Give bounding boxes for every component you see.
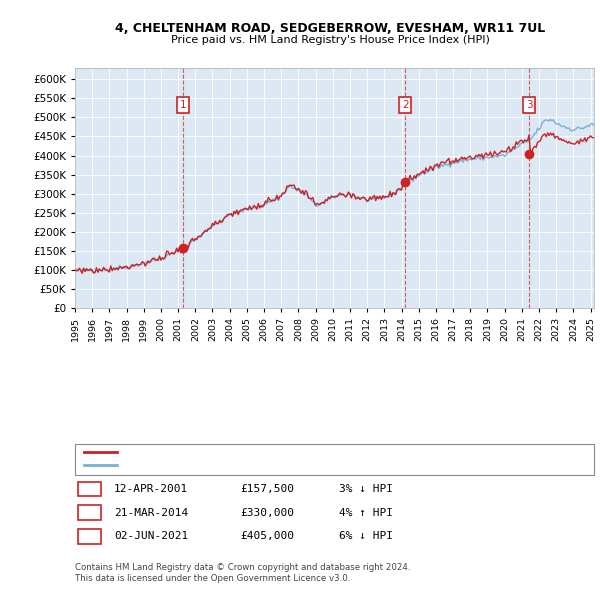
Text: 4, CHELTENHAM ROAD, SEDGEBERROW, EVESHAM, WR11 7UL: 4, CHELTENHAM ROAD, SEDGEBERROW, EVESHAM… (115, 22, 545, 35)
Text: £330,000: £330,000 (240, 508, 294, 517)
Text: Price paid vs. HM Land Registry's House Price Index (HPI): Price paid vs. HM Land Registry's House … (170, 35, 490, 45)
Text: Contains HM Land Registry data © Crown copyright and database right 2024.: Contains HM Land Registry data © Crown c… (75, 563, 410, 572)
Text: HPI: Average price, detached house, Wychavon: HPI: Average price, detached house, Wych… (122, 460, 353, 470)
Text: 2: 2 (86, 508, 93, 517)
Text: £157,500: £157,500 (240, 484, 294, 494)
Text: 1: 1 (179, 100, 186, 110)
Text: 02-JUN-2021: 02-JUN-2021 (114, 532, 188, 541)
Text: 3% ↓ HPI: 3% ↓ HPI (339, 484, 393, 494)
Text: 6% ↓ HPI: 6% ↓ HPI (339, 532, 393, 541)
Text: 3: 3 (86, 532, 93, 541)
Text: 3: 3 (526, 100, 532, 110)
Text: £405,000: £405,000 (240, 532, 294, 541)
Text: 4% ↑ HPI: 4% ↑ HPI (339, 508, 393, 517)
Text: 21-MAR-2014: 21-MAR-2014 (114, 508, 188, 517)
Text: 1: 1 (86, 484, 93, 494)
Text: 2: 2 (402, 100, 409, 110)
Text: This data is licensed under the Open Government Licence v3.0.: This data is licensed under the Open Gov… (75, 574, 350, 583)
Text: 4, CHELTENHAM ROAD, SEDGEBERROW, EVESHAM, WR11 7UL (detached house): 4, CHELTENHAM ROAD, SEDGEBERROW, EVESHAM… (122, 447, 515, 457)
Text: 12-APR-2001: 12-APR-2001 (114, 484, 188, 494)
